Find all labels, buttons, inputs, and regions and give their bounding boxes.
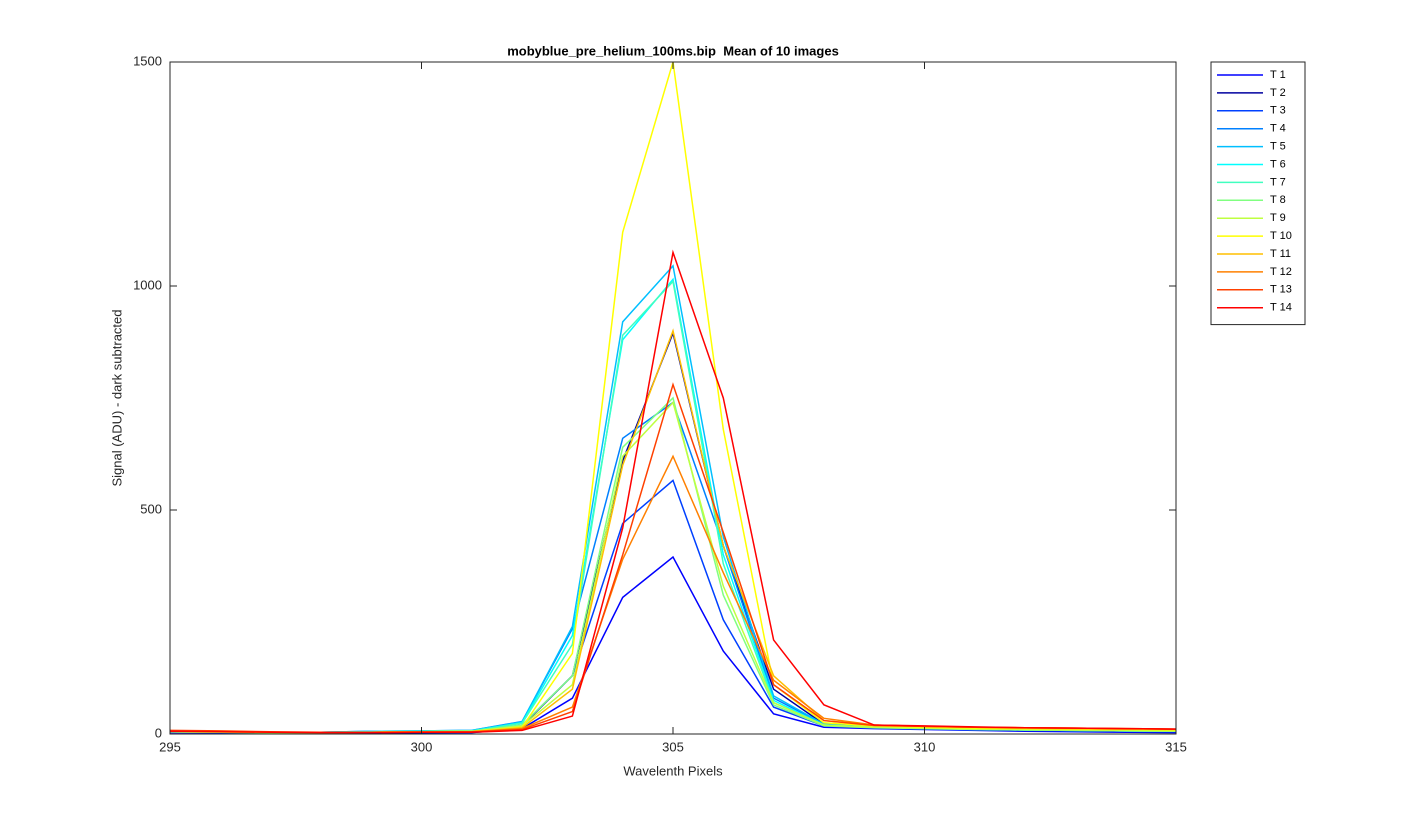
chart-title: mobyblue_pre_helium_100ms.bip Mean of 10… [507, 43, 839, 58]
legend-label: T 9 [1270, 212, 1286, 224]
legend-box [1210, 61, 1306, 326]
legend: T 1 T 2 T 3 T 4 T 5 T 6 T 7 T 8 T 9 T 10 T 11 T 12 T… [1210, 61, 1306, 326]
legend-label: T 3 [1270, 105, 1286, 117]
y-tick-label: 500 [140, 501, 162, 516]
legend-label: T 10 [1270, 230, 1292, 242]
x-tick-label: 300 [411, 739, 433, 754]
legend-label: T 11 [1270, 248, 1291, 260]
legend-label: T 8 [1270, 194, 1286, 206]
y-tick-label: 0 [155, 725, 162, 740]
series-line [169, 249, 1177, 734]
legend-label: T 13 [1270, 284, 1292, 296]
legend-label: T 12 [1270, 266, 1292, 278]
x-tick-label: 305 [662, 739, 684, 754]
legend-label: T 7 [1270, 176, 1286, 188]
y-tick-label: 1000 [133, 277, 162, 292]
x-tick-label: 295 [159, 739, 181, 754]
x-tick-label: 315 [1165, 739, 1187, 754]
x-axis-label: Wavelenth Pixels [623, 763, 723, 778]
legend-label: T 6 [1270, 158, 1286, 170]
legend-label: T 4 [1270, 123, 1286, 135]
legend-label: T 14 [1270, 302, 1292, 314]
legend-label: T 5 [1270, 141, 1286, 153]
x-tick-label: 310 [914, 739, 936, 754]
legend-label: T 2 [1270, 87, 1286, 99]
y-axis-label: Signal (ADU) - dark subtracted [109, 309, 124, 486]
y-tick-label: 1500 [133, 53, 162, 68]
legend-label: T 1 [1270, 69, 1286, 81]
